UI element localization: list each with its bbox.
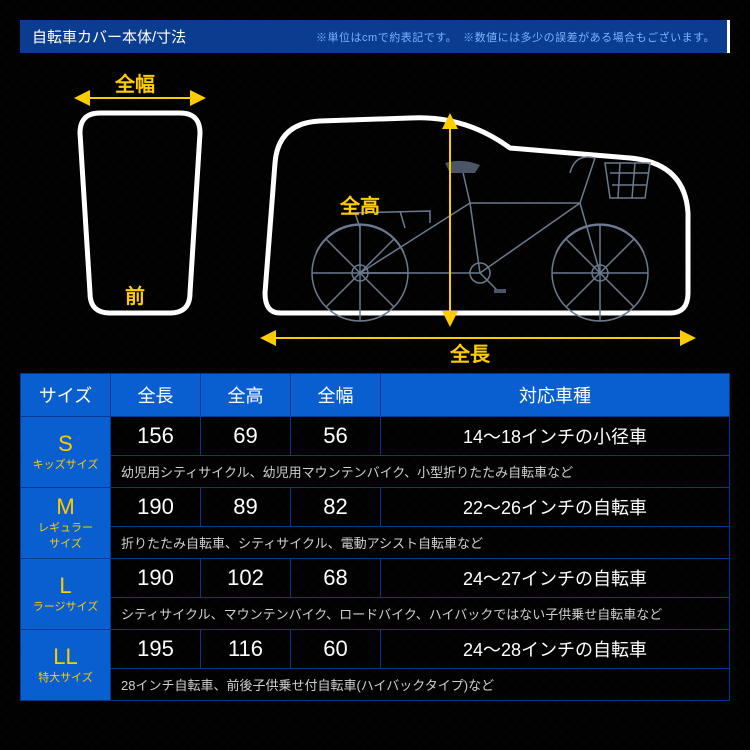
size-cell: LL特大サイズ [21, 630, 111, 701]
header-bar: 自転車カバー本体/寸法 ※単位はcmで約表記です。 ※数値には多少の誤差がある場… [20, 20, 730, 53]
width-cell: 68 [291, 559, 381, 598]
th-length: 全長 [111, 374, 201, 417]
table-desc-row: 28インチ自転車、前後子供乗せ付自転車(ハイバックタイプ)など [21, 669, 730, 701]
table-row: LL特大サイズ1951166024～28インチの自転車 [21, 630, 730, 669]
side-cover-outline [265, 118, 688, 313]
table-header-row: サイズ 全長 全高 全幅 対応車種 [21, 374, 730, 417]
size-cell: Mレギュラーサイズ [21, 488, 111, 559]
table-row: Sキッズサイズ156695614～18インチの小径車 [21, 417, 730, 456]
desc-cell: 幼児用シティサイクル、幼児用マウンテンバイク、小型折りたたみ自転車など [111, 456, 730, 488]
header-title: 自転車カバー本体/寸法 [32, 26, 186, 47]
table-row: Mレギュラーサイズ190898222～26インチの自転車 [21, 488, 730, 527]
size-cell: Sキッズサイズ [21, 417, 111, 488]
size-letter: S [23, 432, 108, 456]
type-cell: 24～28インチの自転車 [381, 630, 730, 669]
table-row: Lラージサイズ1901026824～27インチの自転車 [21, 559, 730, 598]
height-cell: 116 [201, 630, 291, 669]
width-cell: 82 [291, 488, 381, 527]
type-cell: 24～27インチの自転車 [381, 559, 730, 598]
length-cell: 195 [111, 630, 201, 669]
desc-cell: 折りたたみ自転車、シティサイクル、電動アシスト自転車など [111, 527, 730, 559]
bicycle-silhouette [312, 157, 650, 321]
size-cell: Lラージサイズ [21, 559, 111, 630]
diagram-area: 全幅 前 [20, 63, 730, 363]
diagram-svg: 全幅 前 [20, 63, 730, 363]
label-width: 全幅 [114, 72, 155, 96]
th-size: サイズ [21, 374, 111, 417]
th-type: 対応車種 [381, 374, 730, 417]
size-letter: LL [23, 645, 108, 669]
th-height: 全高 [201, 374, 291, 417]
length-cell: 190 [111, 488, 201, 527]
size-letter: M [23, 495, 108, 519]
size-sub: レギュラーサイズ [23, 519, 108, 551]
label-length: 全長 [449, 342, 491, 363]
type-cell: 14～18インチの小径車 [381, 417, 730, 456]
desc-cell: 28インチ自転車、前後子供乗せ付自転車(ハイバックタイプ)など [111, 669, 730, 701]
table-desc-row: 幼児用シティサイクル、幼児用マウンテンバイク、小型折りたたみ自転車など [21, 456, 730, 488]
size-sub: キッズサイズ [23, 456, 108, 472]
size-sub: 特大サイズ [23, 669, 108, 685]
desc-cell: シティサイクル、マウンテンバイク、ロードバイク、ハイバックではない子供乗せ自転車… [111, 598, 730, 630]
label-front: 前 [125, 284, 145, 308]
height-cell: 69 [201, 417, 291, 456]
table-desc-row: シティサイクル、マウンテンバイク、ロードバイク、ハイバックではない子供乗せ自転車… [21, 598, 730, 630]
header-disclaimer: ※単位はcmで約表記です。 ※数値には多少の誤差がある場合もございます。 [316, 29, 715, 45]
size-sub: ラージサイズ [23, 598, 108, 614]
table-desc-row: 折りたたみ自転車、シティサイクル、電動アシスト自転車など [21, 527, 730, 559]
type-cell: 22～26インチの自転車 [381, 488, 730, 527]
content-wrapper: 自転車カバー本体/寸法 ※単位はcmで約表記です。 ※数値には多少の誤差がある場… [0, 0, 750, 721]
height-cell: 102 [201, 559, 291, 598]
front-cover-outline [80, 113, 200, 313]
height-cell: 89 [201, 488, 291, 527]
length-cell: 190 [111, 559, 201, 598]
width-cell: 56 [291, 417, 381, 456]
th-width: 全幅 [291, 374, 381, 417]
size-table: サイズ 全長 全高 全幅 対応車種 Sキッズサイズ156695614～18インチ… [20, 373, 730, 701]
label-height: 全高 [339, 194, 380, 218]
length-cell: 156 [111, 417, 201, 456]
size-letter: L [23, 574, 108, 598]
width-cell: 60 [291, 630, 381, 669]
